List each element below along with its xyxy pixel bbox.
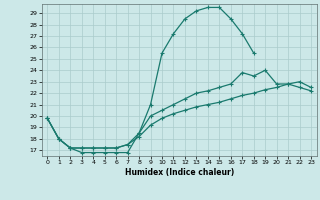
X-axis label: Humidex (Indice chaleur): Humidex (Indice chaleur) xyxy=(124,168,234,177)
